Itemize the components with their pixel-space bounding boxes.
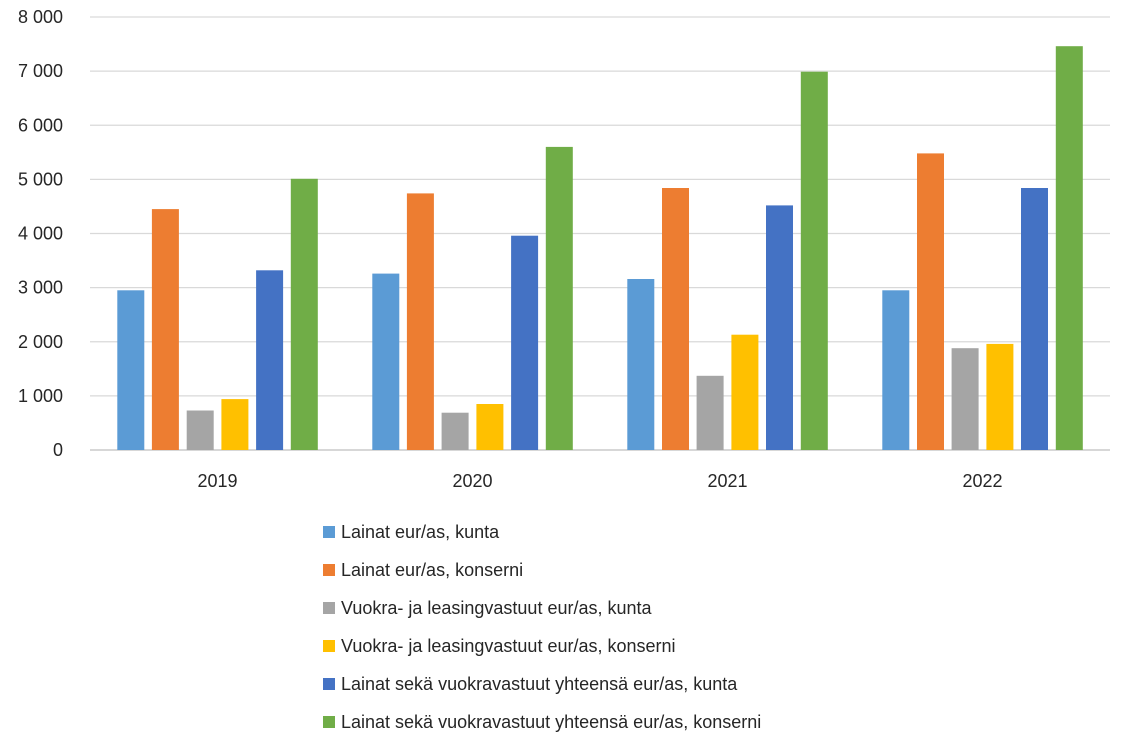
x-tick-label: 2020 [452, 471, 492, 491]
bar-2020-series-3 [441, 412, 469, 450]
bar-2022-series-5 [1021, 188, 1048, 450]
y-tick-label: 7 000 [18, 61, 63, 81]
x-axis: 2019 2020 2021 2022 [197, 471, 1002, 491]
bar-2022-series-6 [1055, 46, 1083, 450]
legend-swatch [323, 640, 335, 652]
bar-2020-series-1 [372, 273, 400, 450]
y-axis: 0 1 000 2 000 3 000 4 000 5 000 6 000 7 000 8 00… [18, 7, 63, 460]
bar-chart: 0 1 000 2 000 3 000 4 000 5 000 6 000 7 000 8 00… [18, 7, 1110, 491]
legend-swatch [323, 564, 335, 576]
bar-2019-series-6 [290, 178, 318, 451]
legend-swatch [323, 678, 335, 690]
x-tick-label: 2022 [962, 471, 1002, 491]
y-tick-label: 8 000 [18, 7, 63, 27]
legend-label: Vuokra- ja leasingvastuut eur/as, kunta [341, 597, 652, 618]
legend-label: Lainat sekä vuokravastuut yhteensä eur/a… [341, 711, 762, 732]
legend-swatch [323, 526, 335, 538]
legend-item: Lainat eur/as, konserni [323, 551, 761, 589]
bar-2019-series-4 [221, 399, 249, 450]
bar-2019-series-2 [151, 209, 179, 450]
bar-2019-series-1 [117, 290, 145, 450]
bar-2020-series-6 [545, 146, 573, 450]
bar-2020-series-4 [476, 404, 504, 450]
legend-swatch [323, 716, 335, 728]
bar-2022-series-1 [882, 290, 910, 450]
bar-2021-series-3 [696, 375, 724, 450]
y-tick-label: 6 000 [18, 115, 63, 135]
y-tick-label: 5 000 [18, 169, 63, 189]
legend: Lainat eur/as, kunta Lainat eur/as, konse… [323, 513, 761, 741]
bar-2021-series-4 [731, 334, 759, 450]
bars [117, 46, 1083, 451]
y-tick-label: 1 000 [18, 386, 63, 406]
bar-2022-series-2 [917, 153, 944, 450]
legend-label: Lainat eur/as, konserni [341, 559, 524, 580]
legend-label: Lainat sekä vuokravastuut yhteensä eur/a… [341, 673, 738, 694]
legend-item: Lainat eur/as, kunta [323, 513, 761, 551]
legend-item: Lainat sekä vuokravastuut yhteensä eur/a… [323, 703, 761, 741]
bar-2020-series-5 [511, 235, 539, 450]
y-tick-label: 0 [53, 440, 63, 460]
bar-2022-series-3 [951, 348, 979, 450]
legend-swatch [323, 602, 335, 614]
bar-2021-series-1 [627, 279, 655, 450]
bar-2019-series-5 [256, 270, 284, 450]
bar-2021-series-5 [766, 205, 793, 450]
bar-2020-series-2 [406, 193, 434, 450]
legend-label: Vuokra- ja leasingvastuut eur/as, konser… [341, 635, 676, 656]
bar-2019-series-3 [186, 410, 214, 450]
bar-2022-series-4 [986, 343, 1014, 450]
y-tick-label: 4 000 [18, 224, 63, 244]
legend-item: Vuokra- ja leasingvastuut eur/as, kunta [323, 589, 761, 627]
y-tick-label: 3 000 [18, 278, 63, 298]
x-tick-label: 2021 [707, 471, 747, 491]
bar-2021-series-6 [800, 71, 828, 450]
x-tick-label: 2019 [197, 471, 237, 491]
legend-item: Lainat sekä vuokravastuut yhteensä eur/a… [323, 665, 761, 703]
legend-item: Vuokra- ja leasingvastuut eur/as, konser… [323, 627, 761, 665]
legend-label: Lainat eur/as, kunta [341, 521, 500, 542]
bar-2021-series-2 [662, 188, 689, 450]
y-tick-label: 2 000 [18, 332, 63, 352]
